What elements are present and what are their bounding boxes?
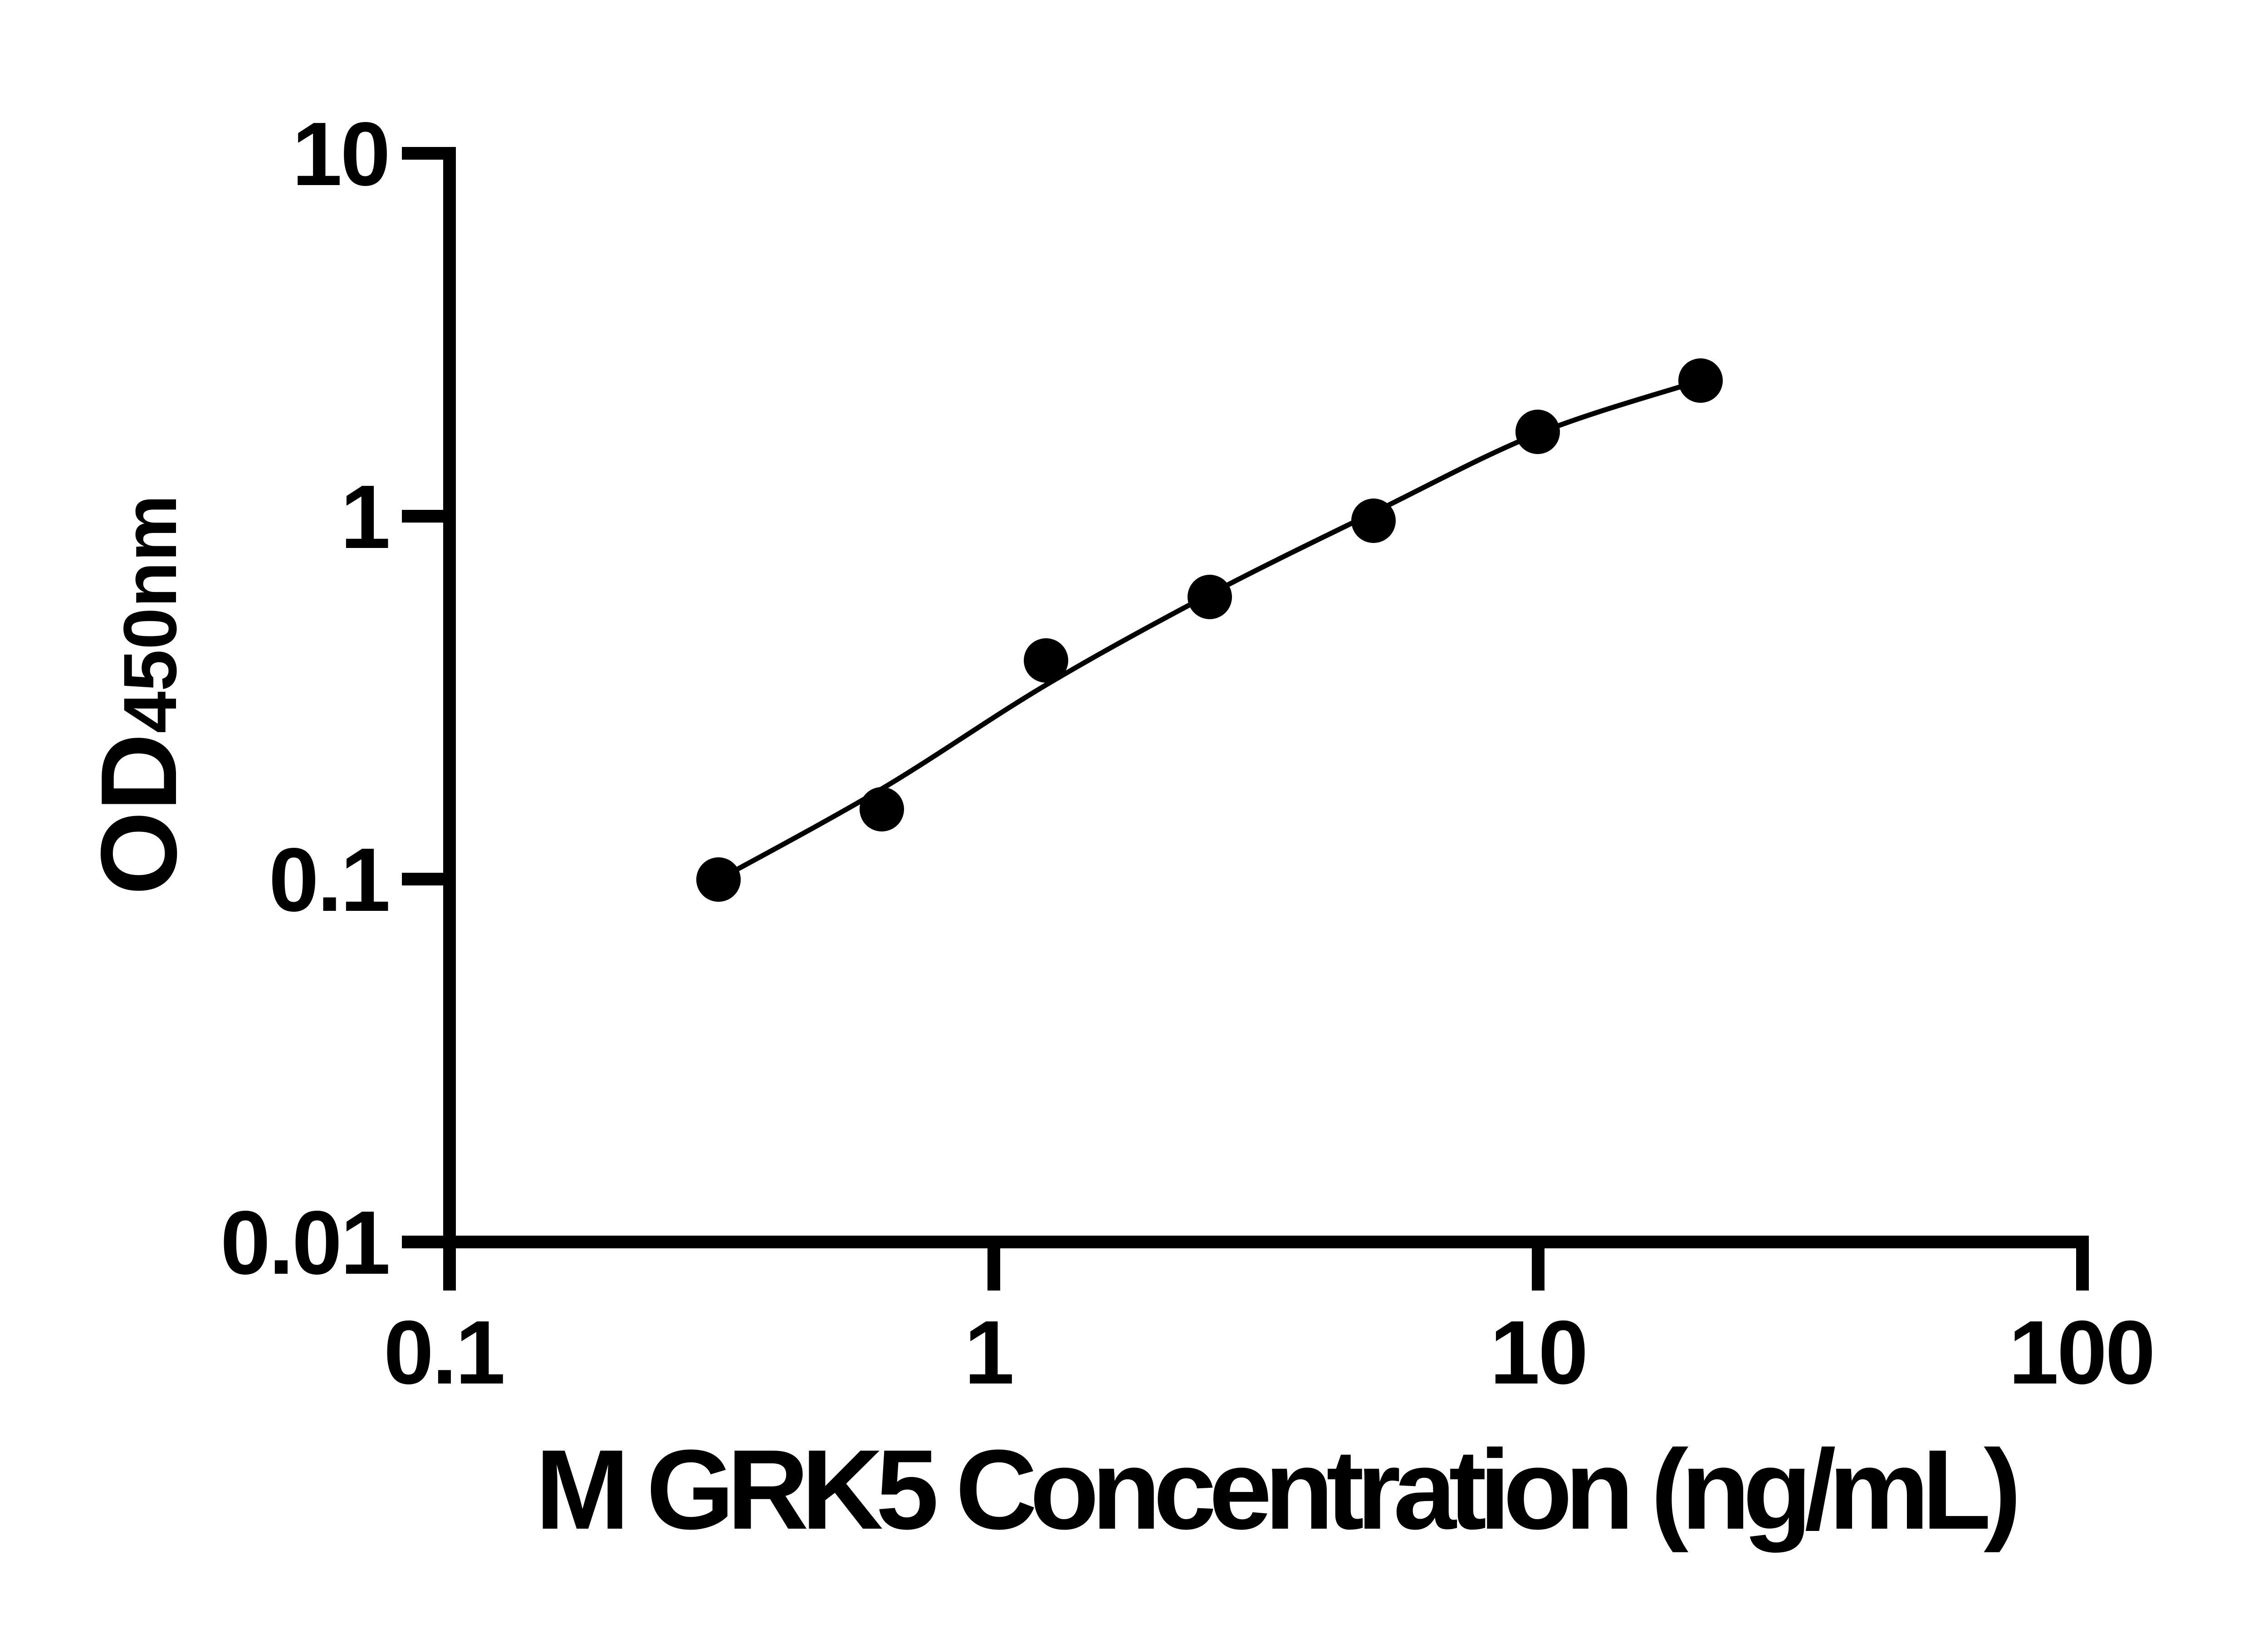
svg-text:0.1: 0.1 xyxy=(384,1302,504,1403)
svg-text:1: 1 xyxy=(964,1302,1013,1403)
svg-text:0.01: 0.01 xyxy=(220,1193,389,1293)
svg-text:10: 10 xyxy=(292,104,389,205)
svg-text:0.1: 0.1 xyxy=(269,830,389,930)
svg-text:M GRK5 Concentration (ng/mL): M GRK5 Concentration (ng/mL) xyxy=(535,1426,2016,1553)
svg-text:10: 10 xyxy=(1490,1302,1586,1403)
svg-text:100: 100 xyxy=(2009,1302,2154,1403)
svg-text:1: 1 xyxy=(340,467,389,567)
